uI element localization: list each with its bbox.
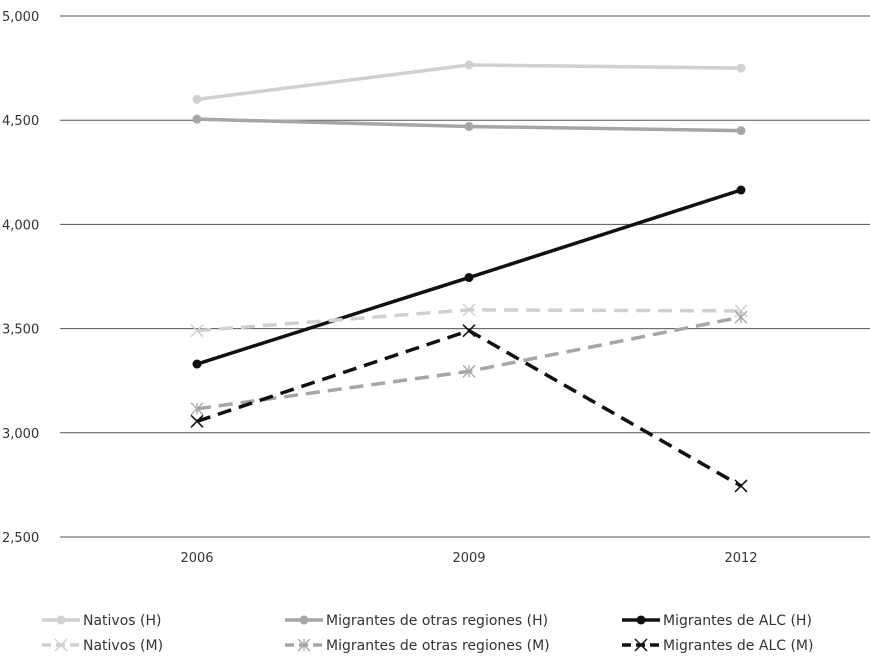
legend-item: Nativos (H) — [42, 613, 161, 629]
y-tick-label: 3,500 — [2, 323, 39, 338]
legend-marker — [56, 615, 66, 625]
legend-marker — [54, 638, 68, 652]
data-point — [734, 304, 748, 318]
y-tick-label: 4,500 — [2, 114, 39, 129]
data-point — [462, 324, 476, 338]
legend-label: Migrantes de otras regiones (M) — [326, 638, 550, 654]
data-point — [190, 402, 204, 416]
series-3 — [190, 303, 748, 338]
legend-marker — [299, 615, 309, 625]
data-point — [190, 324, 204, 338]
data-point — [192, 114, 202, 124]
legend-item: Migrantes de otras regiones (H) — [285, 613, 548, 629]
legend-marker — [297, 638, 311, 652]
legend-label: Migrantes de ALC (H) — [663, 613, 812, 629]
data-point — [462, 303, 476, 317]
y-tick-label: 4,000 — [2, 218, 39, 233]
data-point — [736, 185, 746, 195]
legend-item: Migrantes de ALC (M) — [622, 638, 813, 654]
x-axis-tick-labels: 2006 2009 2012 — [180, 551, 757, 566]
series-5 — [190, 324, 748, 493]
data-point — [734, 310, 748, 324]
series-4 — [190, 310, 748, 416]
data-point — [464, 121, 474, 131]
data-point — [192, 359, 202, 369]
data-point — [192, 94, 202, 104]
legend-marker — [634, 638, 648, 652]
series-2 — [192, 185, 746, 369]
data-point — [736, 63, 746, 73]
legend-label: Migrantes de ALC (M) — [663, 638, 813, 654]
series-1 — [192, 114, 746, 136]
x-tick-label: 2009 — [452, 551, 485, 566]
series-line — [196, 308, 742, 333]
y-tick-label: 2,500 — [2, 531, 39, 546]
legend-item: Migrantes de otras regiones (M) — [285, 638, 550, 654]
legend-marker — [636, 615, 646, 625]
y-axis-tick-labels: 2,500 3,000 3,500 4,000 4,500 5,000 — [2, 10, 39, 546]
data-point — [736, 126, 746, 136]
legend-label: Migrantes de otras regiones (H) — [326, 613, 548, 629]
legend: Nativos (H) Migrantes de otras regiones (… — [42, 613, 813, 654]
legend-label: Nativos (M) — [83, 638, 163, 654]
series-0 — [192, 60, 746, 104]
x-tick-label: 2006 — [180, 551, 213, 566]
y-tick-label: 5,000 — [2, 10, 39, 25]
data-point — [734, 479, 748, 493]
x-tick-label: 2012 — [724, 551, 757, 566]
data-point — [464, 273, 474, 283]
series-lines — [190, 60, 748, 493]
series-line — [196, 328, 742, 488]
legend-item: Migrantes de ALC (H) — [622, 613, 812, 629]
data-point — [462, 364, 476, 378]
data-point — [464, 60, 474, 70]
data-point — [190, 414, 204, 428]
legend-label: Nativos (H) — [83, 613, 161, 629]
legend-item: Nativos (M) — [42, 638, 163, 654]
y-tick-label: 3,000 — [2, 427, 39, 442]
series-line — [196, 63, 742, 102]
